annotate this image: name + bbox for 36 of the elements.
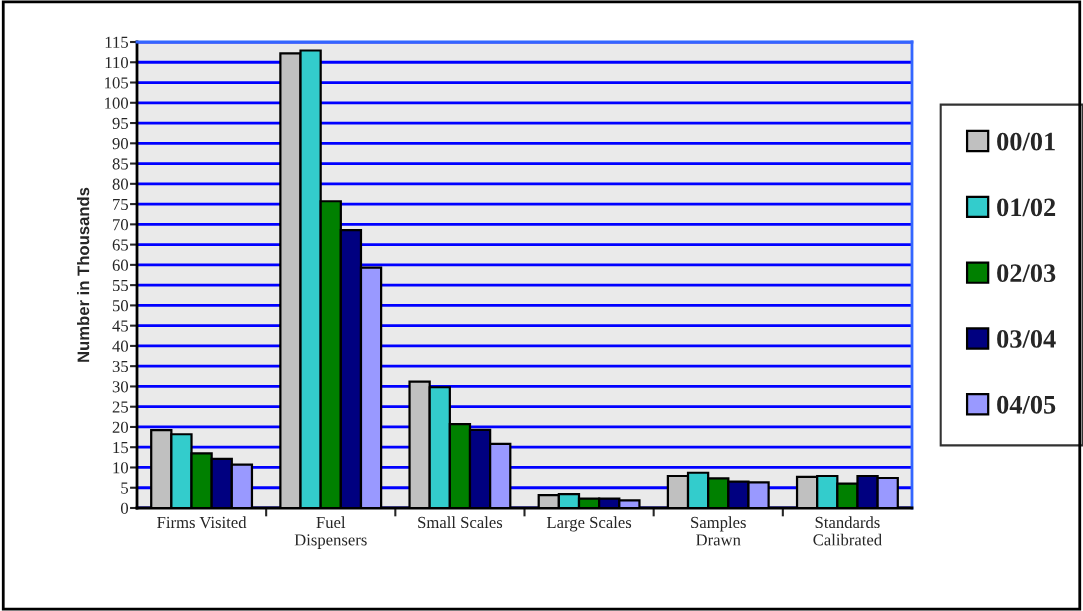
y-tick-label: 50 [112,300,129,312]
y-tick-label: 30 [112,381,129,393]
legend-label: 04/05 [997,395,1056,414]
y-tick-label: 45 [112,320,129,332]
y-tick-label: 5 [121,482,129,494]
x-tick-label: Small Scales [418,516,503,529]
legend-label: 03/04 [997,330,1056,348]
y-tick-label: 20 [112,421,129,433]
y-tick-label: 100 [105,97,129,109]
y-tick-label: 55 [112,280,129,292]
y-tick-label: 25 [112,401,129,413]
y-tick-label: 10 [113,462,129,474]
y-tick-label: 95 [112,117,129,129]
y-tick-label: 60 [112,259,129,271]
y-tick-label: 105 [105,77,129,89]
y-tick-label: 35 [112,360,129,373]
y-tick-label: 0 [120,502,129,514]
y-tick-label: 85 [112,158,129,170]
y-tick-label: 40 [112,340,129,352]
legend-label: 01/02 [997,198,1056,217]
y-tick-label: 90 [112,138,129,150]
y-tick-label: 65 [112,239,129,251]
x-tick-label: Samples Drawn [691,516,746,546]
x-tick-label: Fuel Dispensers [294,516,367,549]
y-tick-label: 15 [113,442,129,454]
y-tick-label: 110 [105,56,129,69]
x-tick-label: Large Scales [546,516,632,532]
x-tick-label: Standards Calibrated [813,516,882,546]
y-tick-label: 70 [113,219,129,231]
x-tick-label: Firms Visited [157,516,247,529]
y-tick-label: 80 [112,178,129,190]
y-tick-label: 75 [113,198,129,211]
y-axis-title: Number in Thousands [77,187,90,362]
y-tick-label: 115 [105,36,129,48]
legend-label: 00/01 [997,132,1055,151]
legend-label: 02/03 [997,264,1056,283]
